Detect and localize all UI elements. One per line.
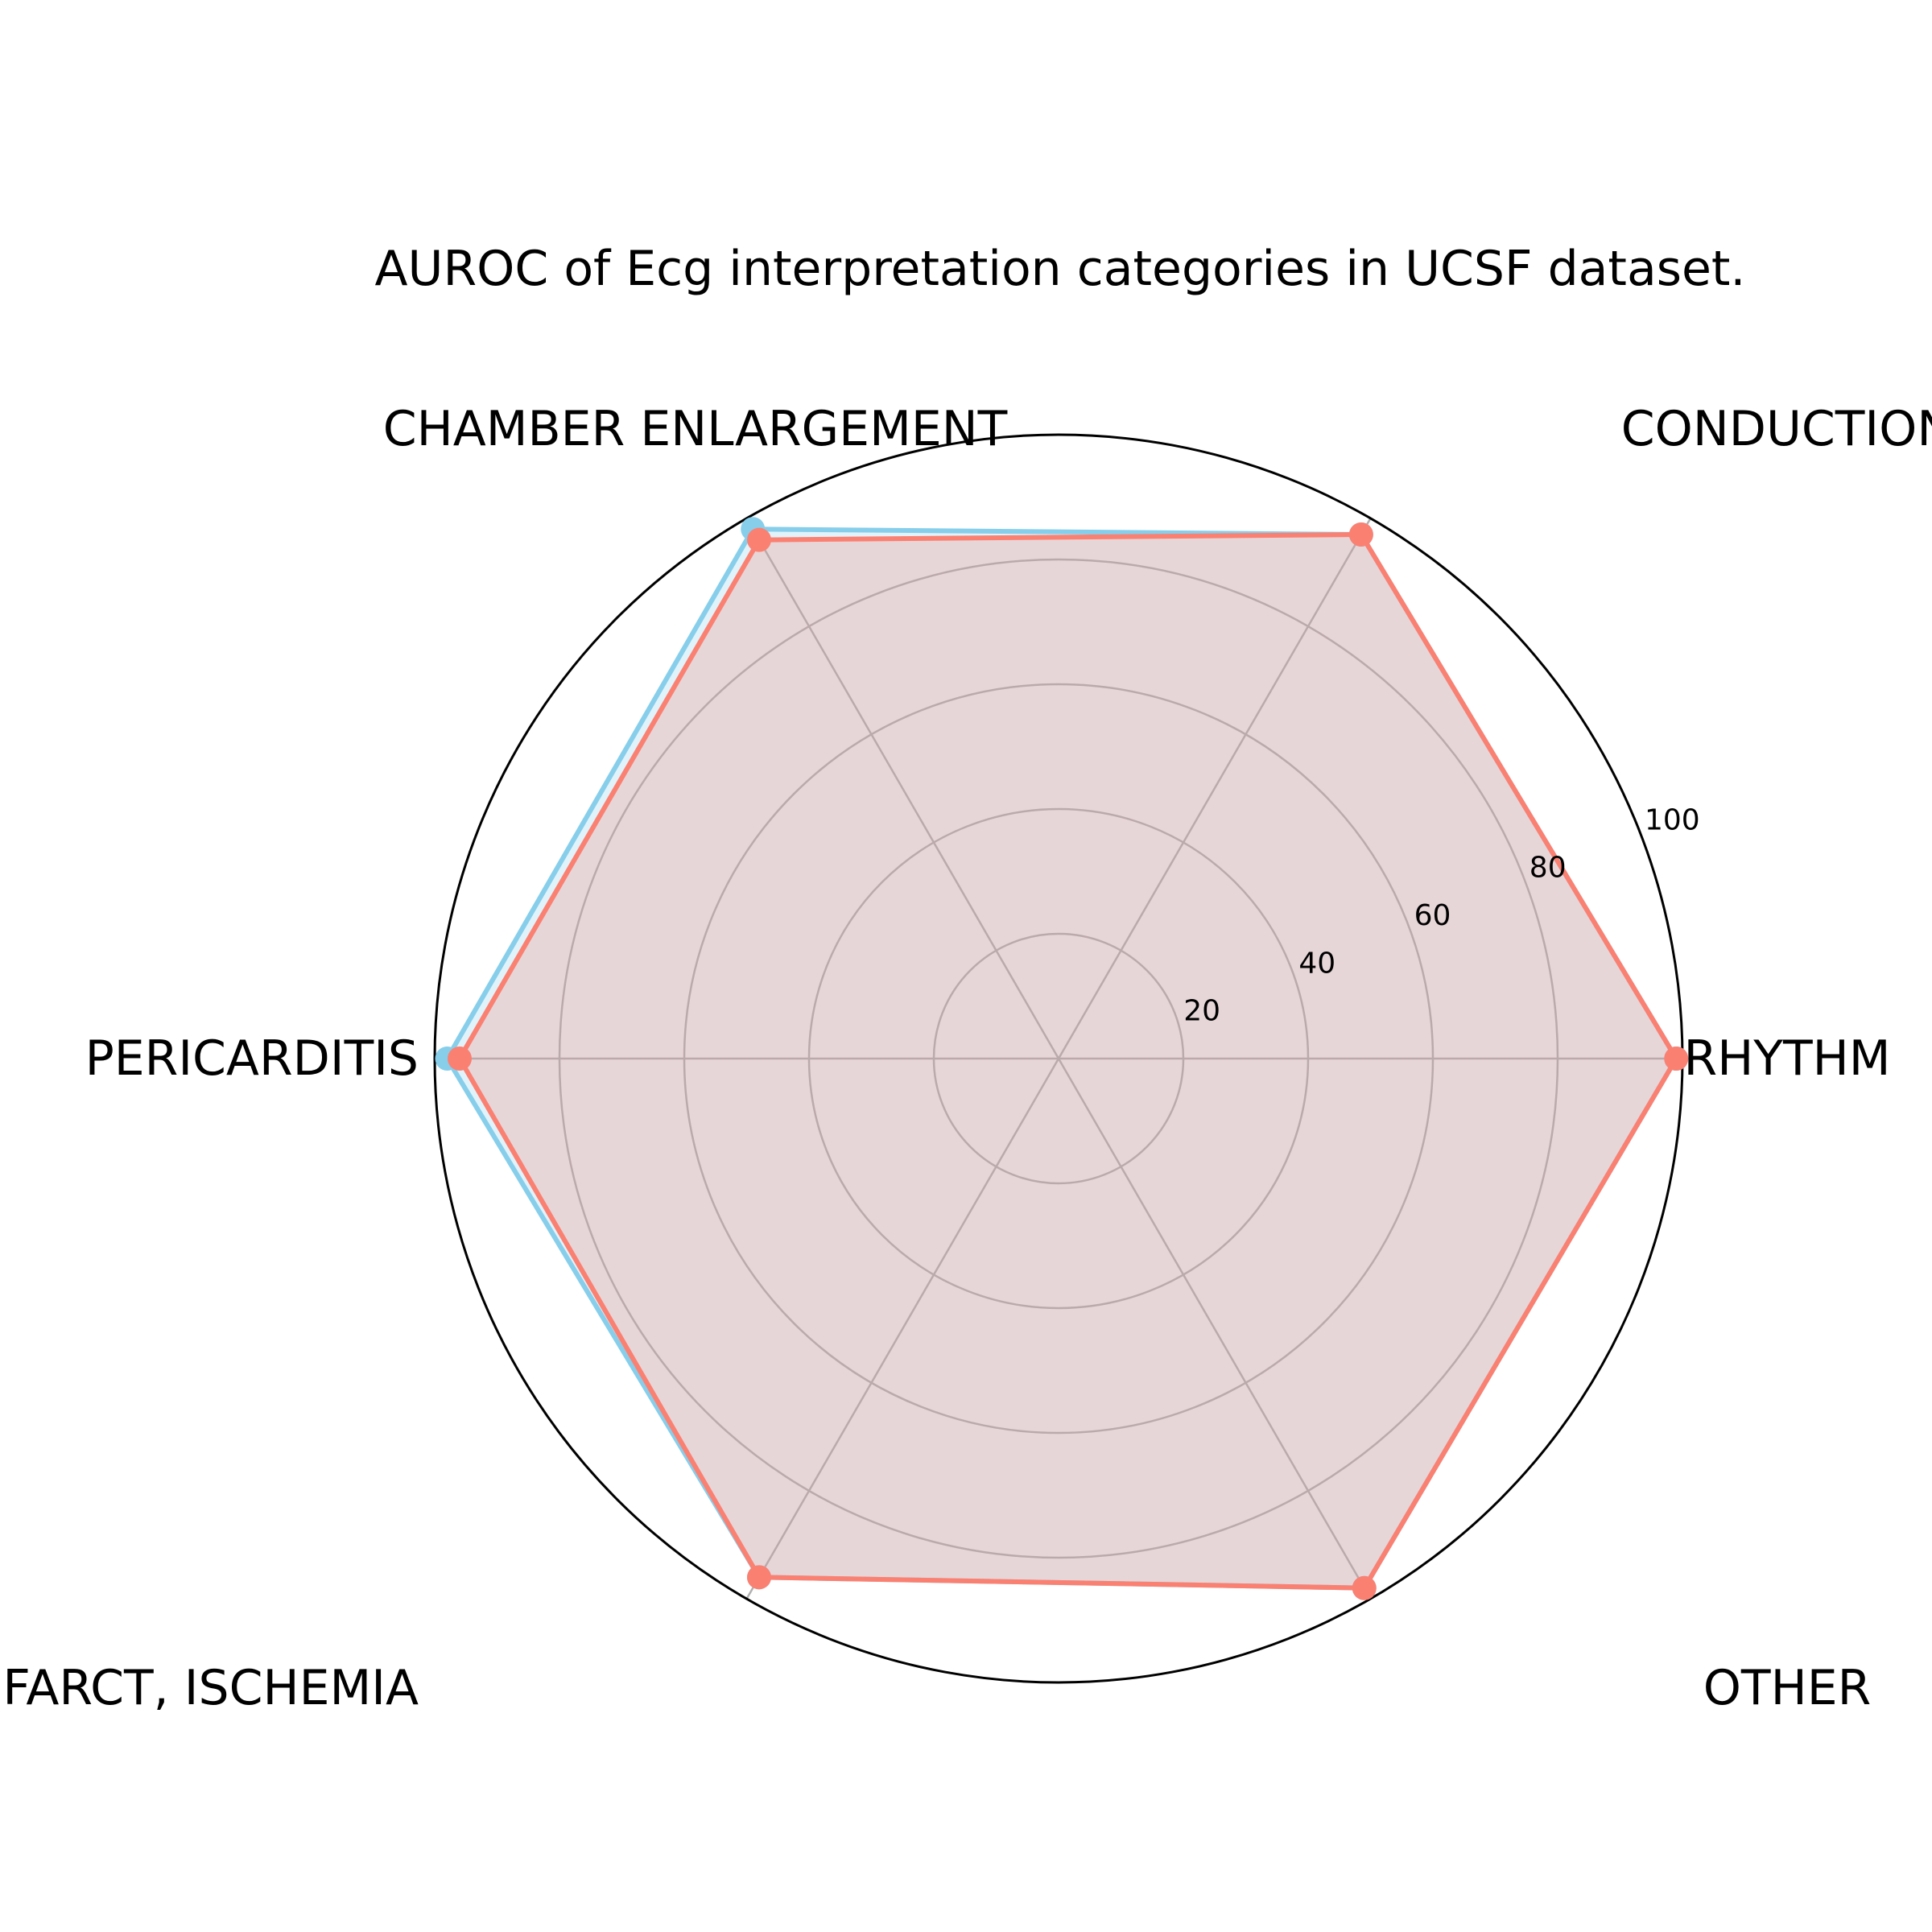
tick-label-4: 100 — [1645, 803, 1700, 836]
fill-layer — [447, 529, 1677, 1588]
spoke-2 — [745, 518, 1060, 1059]
category-labels: RHYTHM CONDUCTION CHAMBER ENLARGEMENT PERIC… — [0, 401, 1932, 1716]
series-1-point-2 — [747, 527, 771, 552]
category-label-1: CONDUCTION — [1621, 401, 1932, 457]
category-label-5: OTHER — [1703, 1660, 1872, 1716]
chart-title: AUROC of Ecg interpretation categories i… — [375, 241, 1746, 297]
series-1-point-5 — [1352, 1575, 1377, 1600]
series-layer — [435, 517, 1689, 1600]
series-1-point-4 — [747, 1565, 771, 1590]
spoke-5 — [1057, 1058, 1372, 1600]
tick-label-2: 60 — [1414, 899, 1451, 932]
category-label-4: INFARCT, ISCHEMIA — [0, 1660, 419, 1716]
series-1-point-1 — [1348, 522, 1373, 547]
radial-tick-labels: 20 40 60 80 100 — [1183, 803, 1700, 1027]
category-label-0: RHYTHM — [1684, 1030, 1891, 1087]
category-label-2: CHAMBER ENLARGEMENT — [383, 401, 1008, 457]
category-label-3: PERICARDITIS — [85, 1030, 419, 1087]
series-1-area — [460, 535, 1677, 1588]
spoke-1 — [1057, 518, 1372, 1059]
series-1-point-0 — [1664, 1046, 1689, 1071]
tick-label-0: 20 — [1183, 995, 1220, 1028]
series-0-area — [447, 529, 1677, 1588]
spoke-4 — [745, 1058, 1060, 1600]
tick-label-1: 40 — [1298, 947, 1335, 980]
series-1-point-3 — [448, 1046, 472, 1071]
tick-label-3: 80 — [1530, 852, 1567, 885]
